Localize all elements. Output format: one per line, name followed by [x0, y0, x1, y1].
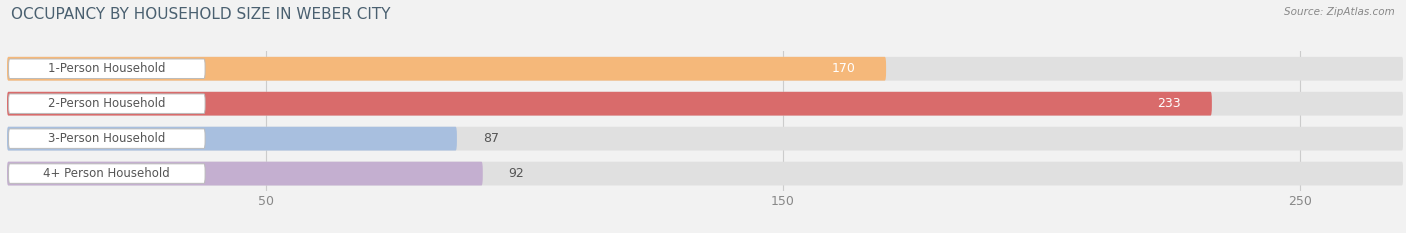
Text: 4+ Person Household: 4+ Person Household [44, 167, 170, 180]
Text: 170: 170 [831, 62, 855, 75]
Text: 92: 92 [509, 167, 524, 180]
FancyBboxPatch shape [7, 162, 482, 185]
FancyBboxPatch shape [8, 59, 205, 79]
Text: 233: 233 [1157, 97, 1181, 110]
Text: 3-Person Household: 3-Person Household [48, 132, 166, 145]
FancyBboxPatch shape [8, 164, 205, 183]
Text: 87: 87 [482, 132, 499, 145]
Text: OCCUPANCY BY HOUSEHOLD SIZE IN WEBER CITY: OCCUPANCY BY HOUSEHOLD SIZE IN WEBER CIT… [11, 7, 391, 22]
FancyBboxPatch shape [8, 94, 205, 113]
Text: Source: ZipAtlas.com: Source: ZipAtlas.com [1284, 7, 1395, 17]
FancyBboxPatch shape [7, 57, 1403, 81]
Text: 2-Person Household: 2-Person Household [48, 97, 166, 110]
FancyBboxPatch shape [7, 162, 1403, 185]
FancyBboxPatch shape [7, 127, 457, 151]
FancyBboxPatch shape [7, 127, 1403, 151]
FancyBboxPatch shape [7, 92, 1403, 116]
Text: 1-Person Household: 1-Person Household [48, 62, 166, 75]
FancyBboxPatch shape [8, 129, 205, 148]
FancyBboxPatch shape [7, 92, 1212, 116]
FancyBboxPatch shape [7, 57, 886, 81]
